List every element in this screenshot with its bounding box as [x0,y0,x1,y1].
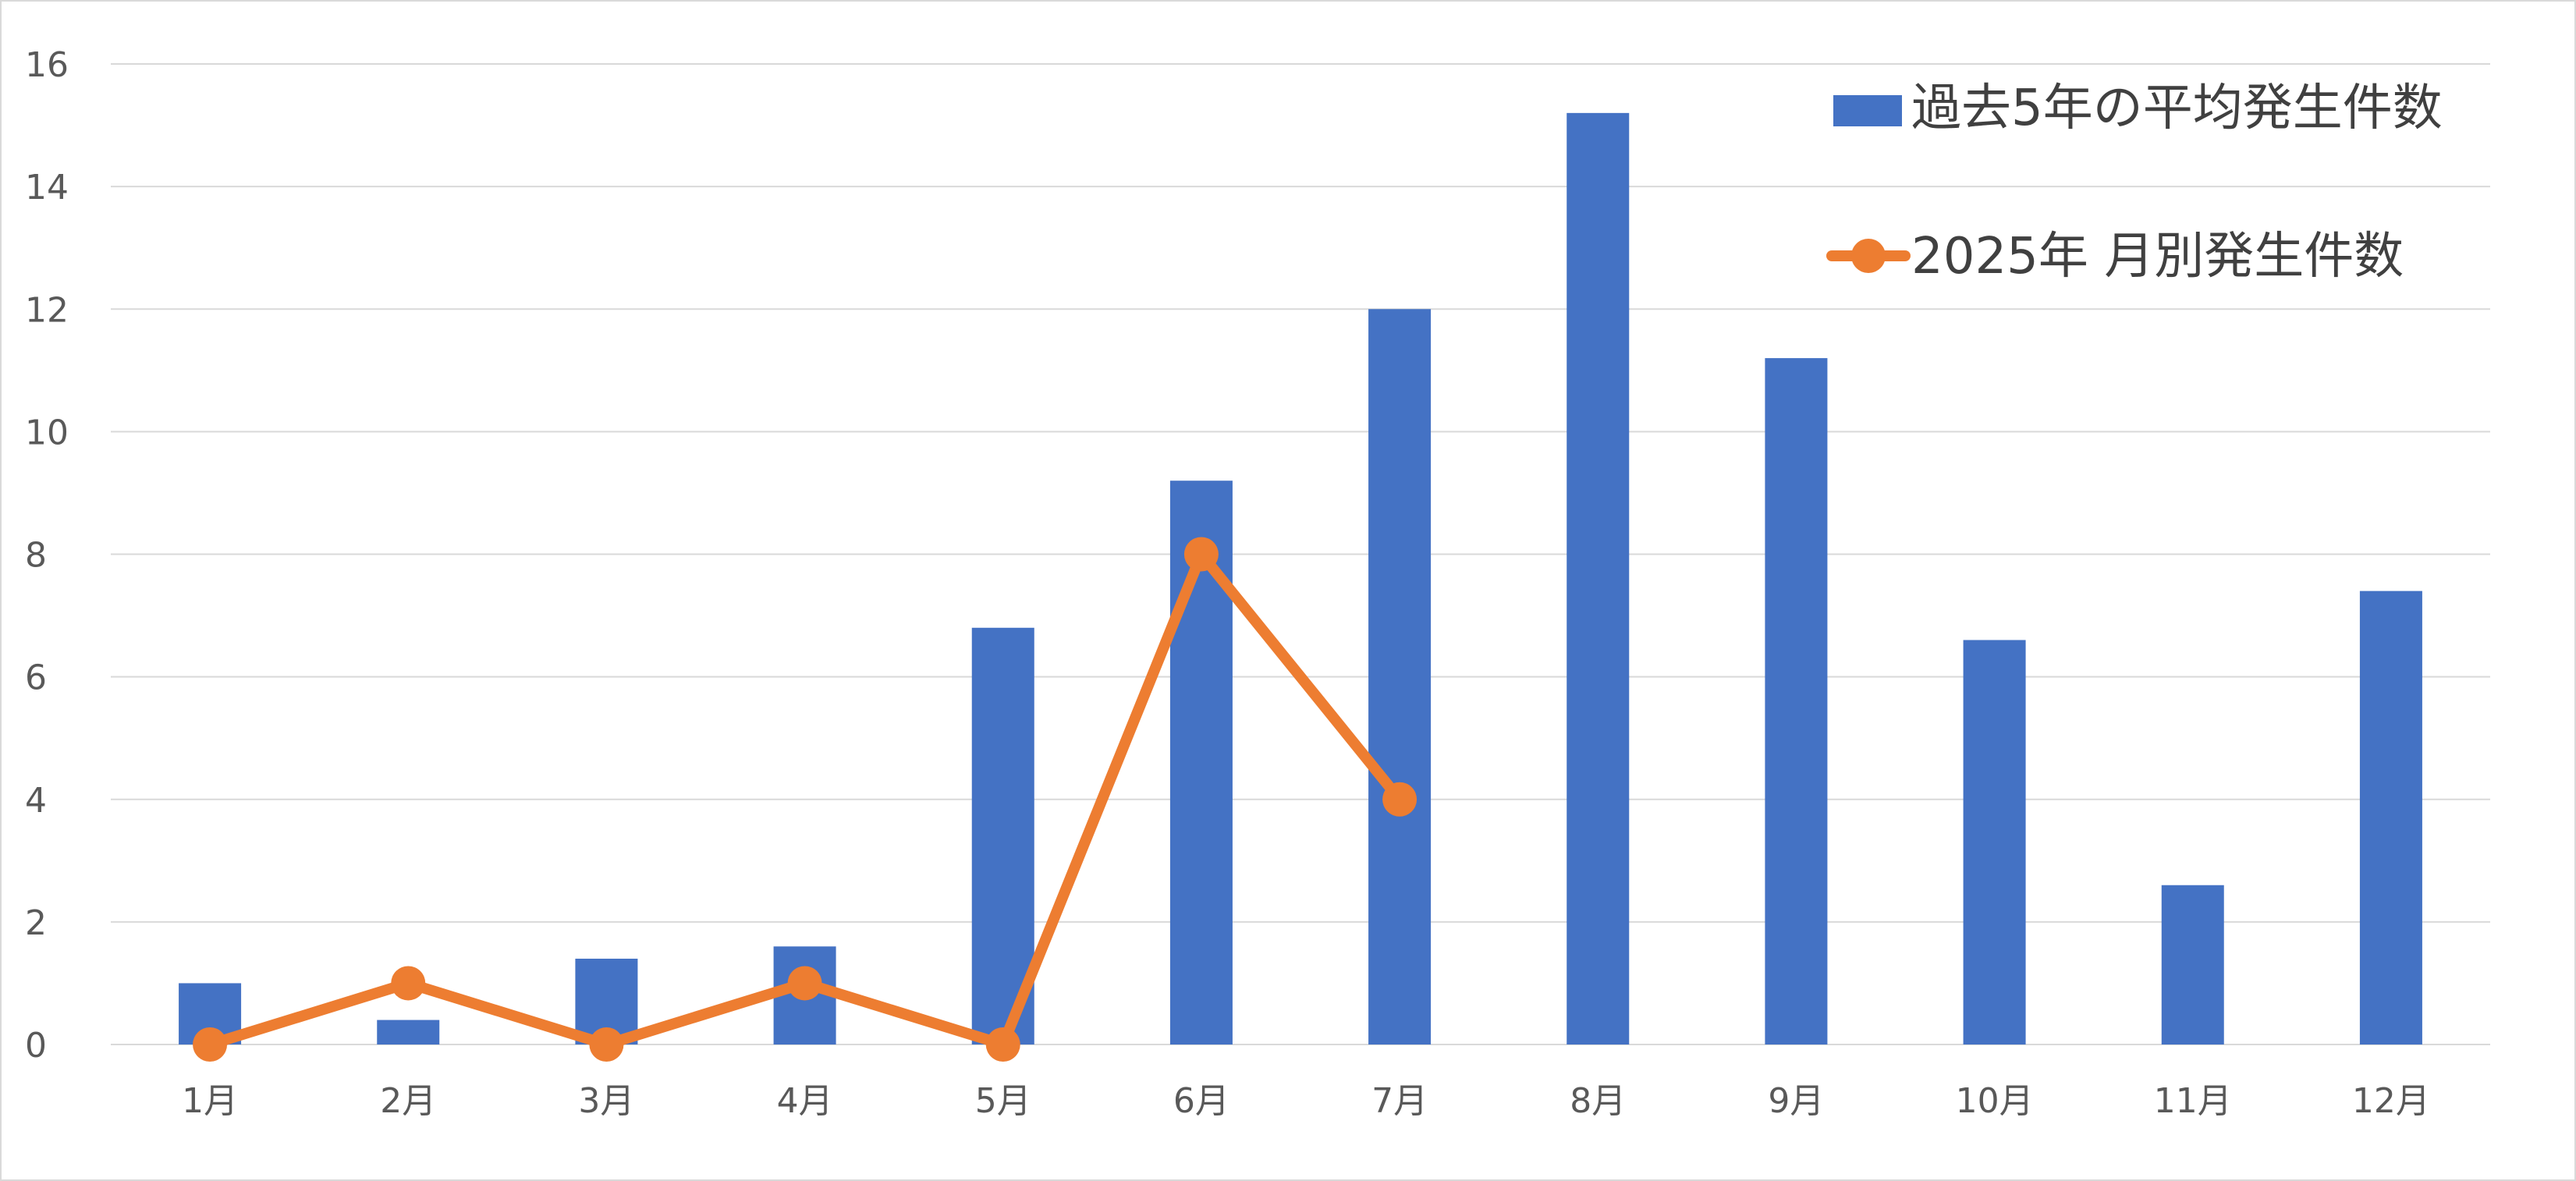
line-point-7 [1382,782,1418,817]
y-tick-label: 6 [25,658,47,698]
bar-8 [1567,112,1630,1045]
y-tick-label: 8 [25,536,47,576]
line-series [193,537,1418,1062]
legend-swatch-marker [1851,239,1886,273]
bar-9 [1765,358,1828,1045]
x-tick-label: 9月 [1768,1081,1824,1121]
x-tick-label: 2月 [380,1081,436,1121]
y-tick-label: 4 [25,781,47,821]
bar-2 [377,1020,440,1044]
x-tick-label: 11月 [2154,1081,2232,1121]
bar-series [179,112,2422,1045]
bar-10 [1963,640,2026,1044]
legend: 過去5年の平均発生件数 2025年 月別発生件数 [1826,80,2443,285]
line-point-3 [589,1027,624,1062]
x-tick-label: 5月 [975,1081,1031,1121]
line-point-5 [985,1027,1020,1062]
y-tick-label: 10 [25,413,69,452]
line-point-1 [193,1027,228,1062]
legend-label-line: 2025年 月別発生件数 [1911,228,2404,285]
x-axis-ticks: 1月 2月 3月 4月 5月 6月 7月 8月 9月 10月 11月 12月 [182,1081,2430,1121]
x-tick-label: 4月 [777,1081,833,1121]
bar-12 [2359,590,2422,1044]
y-tick-label: 14 [25,168,69,207]
x-tick-label: 3月 [578,1081,634,1121]
x-tick-label: 7月 [1371,1081,1428,1121]
legend-label-bar: 過去5年の平均発生件数 [1911,80,2443,137]
line-point-6 [1183,537,1219,572]
x-tick-label: 1月 [182,1081,238,1121]
y-tick-label: 0 [25,1026,47,1066]
y-axis-ticks: 0 2 4 6 8 10 12 14 16 [25,45,69,1066]
y-tick-label: 16 [25,45,69,85]
x-tick-label: 6月 [1173,1081,1229,1121]
bar-11 [2161,885,2224,1044]
bar-5 [971,627,1034,1044]
legend-swatch-bar [1833,95,1902,126]
bar-7 [1368,309,1432,1044]
x-tick-label: 12月 [2352,1081,2430,1121]
line-point-2 [391,966,426,1001]
y-tick-label: 2 [25,903,47,943]
y-tick-label: 12 [25,290,69,330]
grid-layer [111,63,2490,1045]
x-tick-label: 8月 [1570,1081,1626,1121]
line-point-4 [787,966,822,1001]
x-tick-label: 10月 [1956,1081,2034,1121]
